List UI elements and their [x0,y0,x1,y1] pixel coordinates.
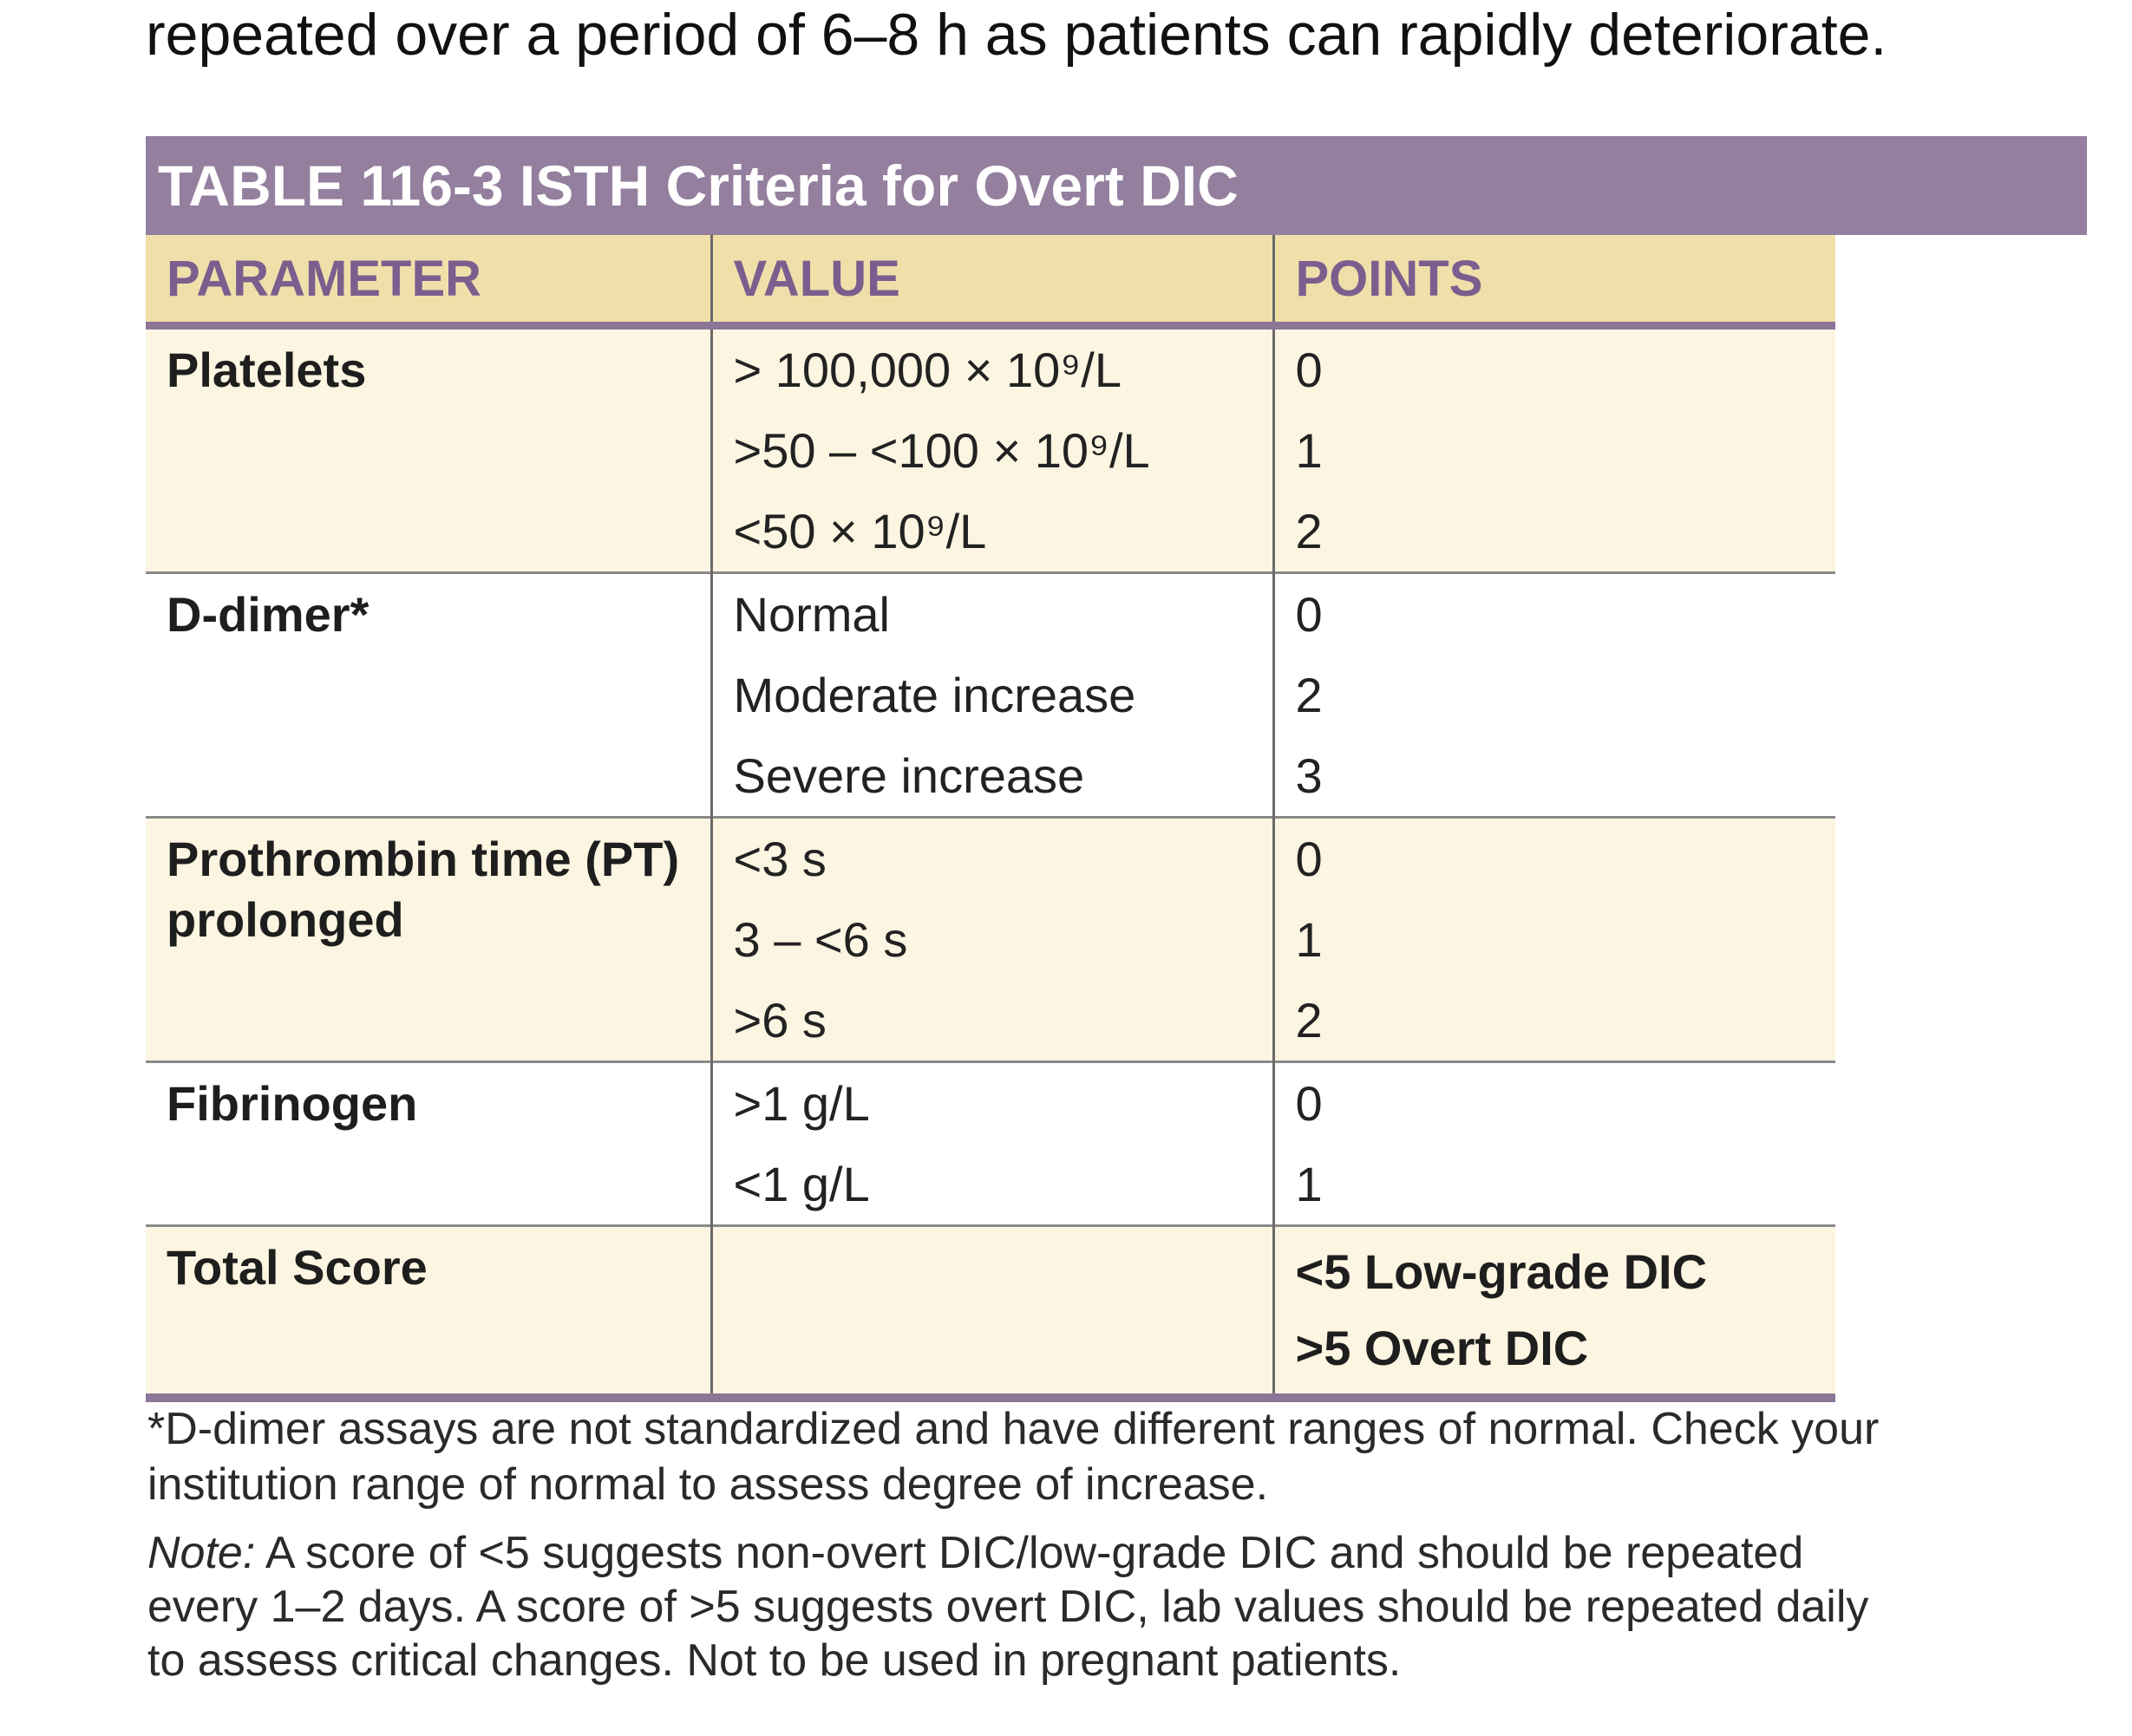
score-interpretation-line: <5 Low-grade DIC [1295,1244,1708,1299]
points-line: 0 [1295,343,1323,397]
value-line: >6 s [733,993,827,1047]
value-cell: > 100,000 × 10⁹/L >50 – <100 × 10⁹/L <50… [710,325,1273,573]
parameter-label: Fibrinogen [167,1076,418,1131]
points-cell: 0 1 [1272,1061,1835,1226]
points-line: 0 [1295,832,1323,886]
points-line: 0 [1295,587,1323,642]
value-line: >50 – <100 × 10⁹/L [733,423,1150,478]
value-line: Moderate increase [733,668,1136,722]
note-text: A score of <5 suggests non-overt DIC/low… [147,1528,1869,1686]
parameter-label: Platelets [167,343,367,397]
column-header-parameter: PARAMETER [146,235,711,330]
table-note: Note: A score of <5 suggests non-overt D… [147,1526,1900,1687]
table-title: TABLE 116-3 ISTH Criteria for Overt DIC [158,153,1239,218]
lead-paragraph-text: repeated over a period of 6–8 h as patie… [146,2,1887,68]
value-line: <1 g/L [733,1157,870,1211]
value-line: Normal [733,587,890,642]
points-cell: 0 1 2 [1272,816,1835,1062]
value-line: <3 s [733,832,827,886]
isth-criteria-table: PARAMETER VALUE POINTS Platelets > 100,0… [146,235,1835,1402]
table-row-platelets: Platelets > 100,000 × 10⁹/L >50 – <100 ×… [146,325,1835,573]
points-cell: <5 Low-grade DIC >5 Overt DIC [1272,1224,1835,1402]
points-line: 1 [1295,423,1323,478]
points-cell: 0 1 2 [1272,325,1835,573]
table-header-row: PARAMETER VALUE POINTS [146,235,1835,330]
parameter-cell: Platelets [146,325,711,573]
value-cell: Normal Moderate increase Severe increase [710,571,1273,818]
value-cell: <3 s 3 – <6 s >6 s [710,816,1273,1062]
parameter-cell: Prothrombin time (PT) prolonged [146,816,711,1062]
table-title-bar: TABLE 116-3 ISTH Criteria for Overt DIC [146,136,2087,235]
table-footnote: *D-dimer assays are not standardized and… [147,1404,1880,1510]
score-interpretation-line: >5 Overt DIC [1295,1321,1589,1375]
value-line: Severe increase [733,748,1085,803]
parameter-cell: Fibrinogen [146,1061,711,1226]
column-header-points: POINTS [1272,235,1835,330]
parameter-label: D-dimer* [167,587,370,642]
value-line: 3 – <6 s [733,912,908,967]
parameter-cell: D-dimer* [146,571,711,818]
points-line: 3 [1295,748,1323,803]
column-header-value: VALUE [710,235,1273,330]
points-line: 2 [1295,993,1323,1047]
parameter-label: Total Score [167,1240,428,1295]
value-line: <50 × 10⁹/L [733,504,987,558]
parameter-label: Prothrombin time (PT) prolonged [167,832,680,947]
table-row-d-dimer: D-dimer* Normal Moderate increase Severe… [146,571,1835,818]
points-line: 2 [1295,668,1323,722]
points-line: 0 [1295,1076,1323,1131]
value-line: >1 g/L [733,1076,870,1131]
value-line: > 100,000 × 10⁹/L [733,343,1122,397]
points-line: 2 [1295,504,1323,558]
value-cell: >1 g/L <1 g/L [710,1061,1273,1226]
points-cell: 0 2 3 [1272,571,1835,818]
points-line: 1 [1295,1157,1323,1211]
table-row-fibrinogen: Fibrinogen >1 g/L <1 g/L 0 1 [146,1061,1835,1226]
table-row-prothrombin-time: Prothrombin time (PT) prolonged <3 s 3 –… [146,816,1835,1062]
criteria-table-container: PARAMETER VALUE POINTS Platelets > 100,0… [146,235,1835,1402]
value-cell-empty [710,1224,1273,1402]
points-line: 1 [1295,912,1323,967]
parameter-cell: Total Score [146,1224,711,1402]
table-row-total-score: Total Score <5 Low-grade DIC >5 Overt DI… [146,1224,1835,1402]
note-label: Note: [147,1528,256,1578]
